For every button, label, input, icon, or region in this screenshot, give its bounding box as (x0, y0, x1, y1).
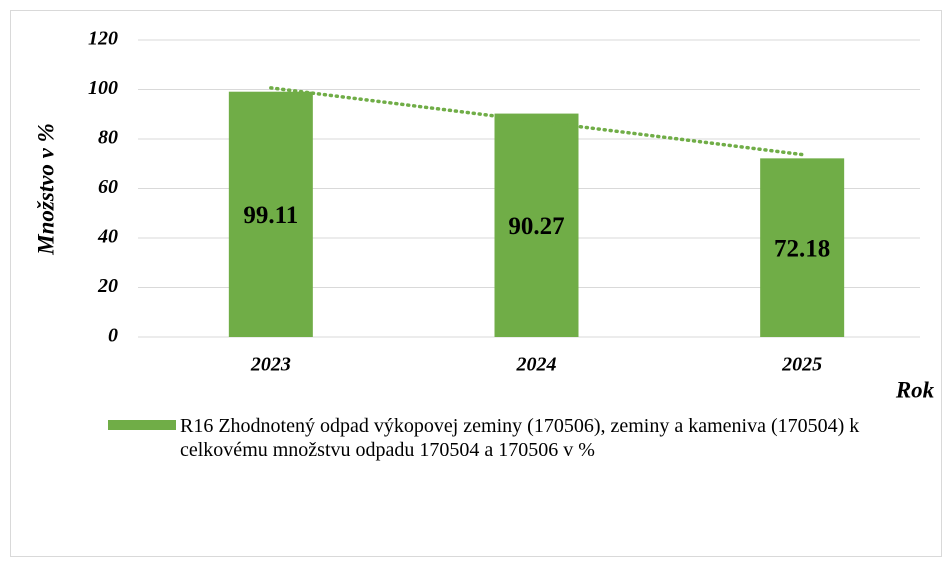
trendline (269, 86, 804, 157)
data-label: 72.18 (774, 235, 830, 262)
bar (228, 91, 313, 337)
y-tick-label: 0 (108, 325, 118, 347)
legend-label: R16 Zhodnotený odpad výkopovej zeminy (1… (180, 415, 860, 461)
x-tick-label: 2025 (781, 354, 822, 376)
y-tick-label: 80 (98, 127, 118, 149)
y-tick-label: 20 (97, 275, 118, 297)
bar (760, 158, 845, 337)
x-axis-title: Rok (895, 377, 935, 402)
y-tick-label: 40 (97, 226, 118, 248)
x-tick-label: 2024 (516, 354, 557, 376)
data-label: 99.11 (243, 202, 298, 229)
y-tick-label: 120 (88, 28, 118, 50)
bar (494, 113, 579, 337)
y-tick-label: 100 (88, 77, 118, 99)
data-label: 90.27 (508, 213, 564, 240)
x-tick-label: 2023 (250, 354, 291, 376)
y-axis-title: Množstvo v % (33, 123, 58, 256)
y-tick-label: 60 (98, 176, 118, 198)
legend-swatch (108, 420, 176, 430)
